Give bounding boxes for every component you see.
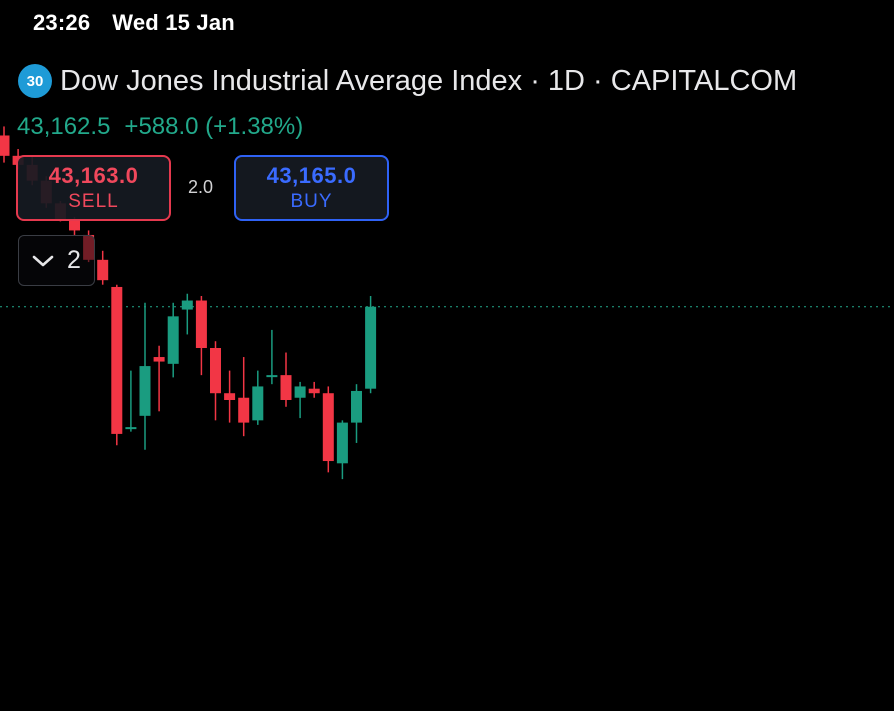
candle-body — [308, 388, 320, 394]
candle-body — [336, 422, 348, 464]
candle-body — [252, 386, 264, 421]
candles-group — [0, 126, 377, 480]
buy-button[interactable]: 43,165.0 BUY — [234, 155, 389, 221]
candle-body — [125, 427, 137, 430]
indicators-collapse-button[interactable]: 2 — [18, 235, 95, 286]
candle-body — [195, 300, 207, 348]
candle-body — [139, 366, 151, 416]
candle-body — [365, 306, 377, 389]
status-time: 23:26 — [33, 10, 91, 35]
quote-row: 43,162.5 +588.0 (+1.38%) — [17, 113, 303, 141]
candle-body — [238, 397, 250, 423]
candle-body — [111, 286, 123, 434]
buy-label: BUY — [290, 191, 333, 212]
candle-body — [181, 300, 193, 310]
symbol-header[interactable]: 30 Dow Jones Industrial Average Index · … — [18, 64, 797, 98]
sell-label: SELL — [68, 191, 119, 212]
price-change: +588.0 (+1.38%) — [124, 113, 304, 140]
spread-value: 2.0 — [188, 177, 214, 197]
buy-price: 43,165.0 — [266, 163, 357, 188]
chevron-down-icon — [32, 255, 54, 266]
candle-body — [0, 135, 10, 156]
candle-body — [294, 386, 306, 398]
symbol-title[interactable]: Dow Jones Industrial Average Index · 1D … — [60, 64, 798, 97]
candle-body — [167, 316, 179, 364]
sell-button[interactable]: 43,163.0 SELL — [16, 155, 171, 221]
candle-body — [280, 375, 292, 400]
candle-body — [322, 393, 334, 462]
last-price: 43,162.5 — [17, 113, 111, 140]
candle-body — [97, 259, 109, 281]
candle-body — [210, 348, 221, 394]
indicators-count: 2 — [67, 246, 81, 274]
sell-price: 43,163.0 — [48, 163, 139, 188]
candle-body — [153, 357, 165, 362]
status-bar: 23:26 Wed 15 Jan — [33, 10, 235, 36]
candle-body — [224, 393, 236, 400]
candle-body — [266, 375, 278, 378]
index-badge-icon: 30 — [18, 64, 52, 98]
status-date: Wed 15 Jan — [112, 10, 235, 35]
candle-body — [351, 390, 362, 423]
candle-body — [69, 219, 80, 231]
